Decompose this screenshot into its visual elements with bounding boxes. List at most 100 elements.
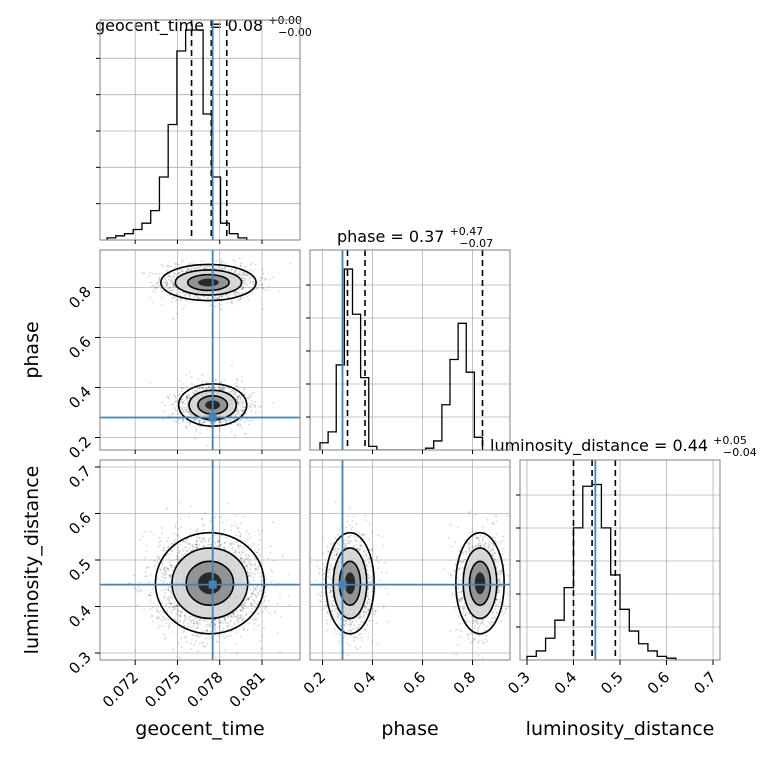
sample-point [150, 281, 152, 284]
sample-point [163, 577, 166, 580]
sample-point [176, 555, 178, 557]
sample-point [198, 623, 201, 625]
sample-point [198, 390, 201, 392]
sample-point [259, 406, 261, 408]
sample-point [166, 609, 169, 612]
sample-point [234, 260, 236, 263]
sample-point [250, 603, 253, 605]
sample-point [261, 610, 264, 613]
sample-point [206, 419, 208, 422]
sample-point [219, 546, 222, 549]
sample-point [224, 419, 227, 422]
sample-point [194, 294, 197, 297]
sample-point [186, 396, 188, 399]
sample-point [157, 545, 160, 548]
sample-point [174, 266, 177, 269]
sample-point [170, 549, 173, 552]
sample-point [184, 299, 187, 301]
sample-point [250, 563, 252, 566]
sample-point [152, 533, 155, 536]
sample-point [186, 270, 189, 272]
sample-point [239, 609, 242, 612]
sample-point [168, 574, 171, 577]
sample-point [168, 596, 170, 599]
sample-point [196, 530, 198, 533]
sample-point [196, 536, 199, 539]
sample-point [184, 541, 187, 544]
sample-point [218, 618, 220, 621]
sample-point [261, 269, 264, 272]
sample-point [177, 555, 179, 558]
sample-point [184, 615, 187, 617]
sample-point [220, 388, 223, 390]
sample-point [257, 593, 259, 595]
sample-point [242, 279, 245, 282]
sample-point [207, 386, 210, 389]
sample-point [193, 392, 196, 395]
sample-point [143, 272, 146, 275]
sample-point [169, 575, 172, 578]
sample-point [171, 413, 174, 415]
sample-point [242, 606, 245, 609]
sample-point [194, 640, 197, 642]
sample-point [242, 607, 245, 610]
sample-point [192, 634, 195, 636]
sample-point [181, 387, 184, 390]
truth-marker [208, 413, 217, 422]
sample-point [142, 535, 145, 538]
sample-point [242, 282, 245, 285]
sample-point [270, 581, 273, 583]
marginal-geocent-time-panel [100, 20, 300, 240]
sample-point [156, 282, 159, 284]
sample-point [156, 554, 159, 557]
sample-point [162, 547, 165, 549]
sample-point [195, 529, 198, 532]
sample-point [181, 402, 184, 404]
sample-point [244, 599, 247, 602]
sample-point [254, 563, 256, 566]
sample-point [255, 589, 258, 591]
sample-point [227, 635, 230, 637]
sample-point [246, 557, 249, 560]
sample-point [188, 422, 191, 425]
sample-point [187, 394, 190, 396]
sample-point [160, 263, 163, 266]
sample-point [214, 422, 217, 424]
sample-point [158, 624, 161, 627]
sample-point [165, 622, 168, 625]
sample-point [202, 267, 205, 270]
sample-point [178, 380, 181, 382]
sample-point [248, 533, 250, 536]
sample-point [229, 635, 232, 637]
sample-point [264, 585, 267, 588]
sample-point [216, 423, 219, 426]
sample-point [233, 622, 236, 624]
sample-point [236, 379, 238, 381]
sample-point [270, 545, 272, 548]
sample-point [174, 263, 177, 265]
sample-point [137, 589, 140, 592]
sample-point [230, 619, 232, 622]
sample-point [149, 593, 152, 596]
sample-point [190, 375, 193, 378]
sample-point [220, 381, 223, 384]
sample-point [136, 604, 139, 607]
sample-point [217, 297, 220, 299]
sample-point [191, 543, 194, 546]
sample-point [189, 533, 191, 536]
histogram-phase [319, 268, 484, 450]
sample-point [183, 400, 186, 402]
sample-point [207, 539, 210, 541]
sample-point [242, 409, 245, 411]
sample-point [203, 545, 206, 547]
sample-point [242, 389, 245, 391]
sample-point [258, 565, 260, 568]
sample-point [183, 620, 186, 623]
sample-point [149, 591, 152, 594]
sample-point [175, 292, 178, 295]
sample-point [243, 432, 246, 435]
sample-point [239, 553, 242, 556]
sample-point [206, 629, 209, 631]
title-phase: phase = 0.37 +0.47 −0.07 [337, 220, 493, 250]
sample-point [186, 267, 189, 270]
